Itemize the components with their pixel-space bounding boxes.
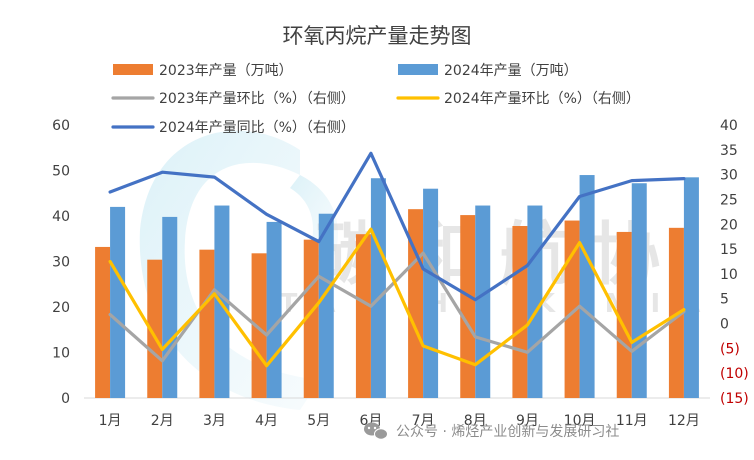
y-left-tick-label: 60 <box>52 118 70 134</box>
bar <box>631 183 647 398</box>
legend-label: 2023年产量（万吨） <box>159 63 293 79</box>
y-right-tick-label: 20 <box>720 217 738 233</box>
x-tick-label: 3月 <box>203 413 226 429</box>
bar <box>199 249 215 398</box>
bar <box>527 205 543 398</box>
x-tick-label: 4月 <box>255 413 278 429</box>
y-axis-right: (15) (10) (5) 0 5 10 15 20 25 30 35 40 <box>720 118 749 407</box>
bar <box>683 177 699 398</box>
legend: 2023年产量（万吨） 2024年产量（万吨） 2023年产量环比（%）（右侧） 20… <box>111 63 640 136</box>
x-tick-label: 1月 <box>99 413 122 429</box>
y-right-tick-label: 15 <box>720 242 738 258</box>
bar <box>355 234 371 398</box>
y-right-tick-label: 35 <box>720 143 738 159</box>
x-tick-label: 9月 <box>516 413 539 429</box>
x-axis-ticks: 1月 2月 3月 4月 5月 6月 7月 8月 9月 10月 11月 12月 <box>99 413 700 429</box>
bars <box>95 175 699 398</box>
y-right-tick-label: (10) <box>720 366 749 382</box>
bar <box>475 205 491 398</box>
bar <box>162 216 178 398</box>
y-left-tick-label: 30 <box>52 255 70 271</box>
wechat-icon <box>364 422 388 440</box>
y-right-tick-label: 5 <box>720 292 729 308</box>
bar <box>147 259 163 398</box>
bar <box>460 215 476 398</box>
y-left-tick-label: 0 <box>61 391 70 407</box>
y-right-tick-label: 30 <box>720 168 738 184</box>
bar <box>266 221 282 398</box>
bar <box>318 213 334 398</box>
y-axis-left: 0 10 20 30 40 50 60 <box>52 118 70 407</box>
y-left-tick-label: 40 <box>52 209 70 225</box>
bar <box>370 178 386 398</box>
legend-label: 2024年产量环比（%）（右侧） <box>444 91 640 107</box>
x-tick-label: 8月 <box>464 413 487 429</box>
watermark-text: 公众号 · 烯烃产业创新与发展研习社 <box>396 424 619 440</box>
legend-label: 2024年产量（万吨） <box>444 63 578 79</box>
chart-title: 环氧丙烷产量走势图 <box>283 24 472 48</box>
lines <box>108 151 686 368</box>
legend-label: 2023年产量环比（%）（右侧） <box>159 91 355 107</box>
x-tick-label: 11月 <box>616 413 648 429</box>
y-left-tick-label: 10 <box>52 346 70 362</box>
series-line <box>108 151 686 302</box>
y-right-tick-label: (15) <box>720 391 749 407</box>
y-right-tick-label: 10 <box>720 267 738 283</box>
legend-label: 2024年产量同比（%）（右侧） <box>159 120 355 136</box>
bar <box>564 220 580 398</box>
legend-swatch <box>398 64 438 75</box>
y-right-tick-label: 40 <box>720 118 738 134</box>
x-tick-label: 12月 <box>668 413 700 429</box>
legend-swatch <box>113 64 153 75</box>
y-left-tick-label: 20 <box>52 300 70 316</box>
x-tick-label: 2月 <box>151 413 174 429</box>
series-line <box>108 227 686 368</box>
y-right-tick-label: 0 <box>720 317 729 333</box>
y-left-tick-label: 50 <box>52 164 70 180</box>
y-right-tick-label: 25 <box>720 192 738 208</box>
y-right-tick-label: (5) <box>720 341 740 357</box>
bar <box>579 175 595 398</box>
bar <box>616 231 632 398</box>
x-tick-label: 10月 <box>564 413 596 429</box>
bar <box>95 246 111 398</box>
bar <box>423 188 439 398</box>
bar <box>512 226 528 398</box>
x-tick-label: 7月 <box>412 413 435 429</box>
bar <box>110 206 126 398</box>
x-tick-label: 5月 <box>307 413 330 429</box>
